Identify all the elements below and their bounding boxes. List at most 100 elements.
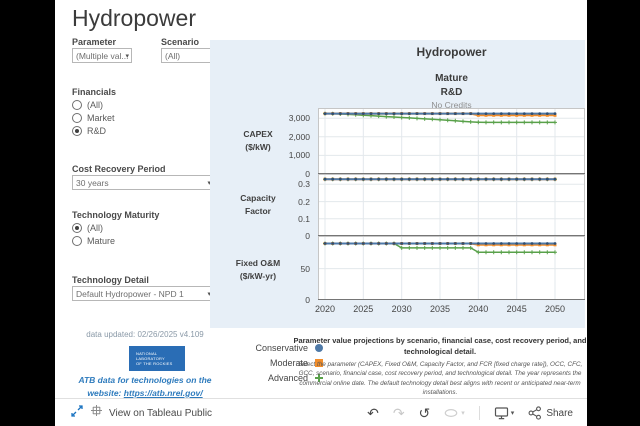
radio-option[interactable]: (All)	[72, 98, 115, 111]
chart-subtitle-credits: No Credits	[431, 100, 472, 110]
footer-toolbar: ↶ ↷ ↺ ▾ ▾ Share	[353, 406, 573, 420]
reset-button[interactable]: ↺	[418, 404, 431, 421]
download-button[interactable]: ▾	[494, 406, 515, 420]
row-label-capacity-factor: Capacity Factor	[240, 193, 276, 216]
radio-option-label: Mature	[87, 235, 116, 246]
atb-note: ATB data for technologies on the website…	[60, 374, 230, 400]
legend-item[interactable]: Moderate	[227, 355, 323, 370]
y-tick-label: 3,000	[288, 113, 310, 124]
financials-radio-group: (All) Market R&D	[72, 98, 115, 137]
y-tick-label: 0.3	[298, 179, 310, 190]
fixed-om-plot[interactable]	[318, 236, 585, 300]
radio-icon[interactable]	[72, 112, 82, 123]
atb-link[interactable]: https://atb.nrel.gov/	[123, 387, 203, 398]
tech-detail-dropdown[interactable]: Default Hydropower - NPD 1 ▾	[72, 286, 214, 301]
cost-recovery-dropdown[interactable]: 30 years ▾	[72, 175, 214, 190]
capex-y-axis: 0 1,000 2,000 3,000	[270, 108, 314, 179]
description-heading: Parameter value projections by scenario,…	[293, 336, 587, 356]
legend-label: Moderate	[269, 357, 308, 368]
scenario-label: Scenario	[161, 37, 200, 47]
chart-panel: Hydropower Mature R&D No Credits CAPEX ($…	[210, 40, 585, 328]
atb-note-line1: ATB data for technologies on the	[78, 375, 212, 385]
footer-left: View on Tableau Public	[71, 404, 212, 422]
undo-button[interactable]: ↶	[367, 404, 379, 421]
chevron-down-icon: ▾	[510, 409, 515, 417]
y-tick-label: 0.2	[298, 196, 310, 207]
redo-button[interactable]: ↷	[392, 404, 405, 421]
data-updated-text: data updated: 02/26/2025 v4.109	[86, 330, 204, 339]
radio-option[interactable]: (All)	[72, 221, 115, 234]
radio-icon[interactable]	[72, 222, 82, 233]
radio-option-label: (All)	[87, 99, 103, 110]
capacity-factor-plot[interactable]	[318, 174, 585, 236]
maturity-label: Technology Maturity	[72, 210, 160, 220]
parameter-value: (Multiple val...	[76, 51, 129, 61]
legend-item[interactable]: Advanced	[227, 370, 323, 385]
x-tick-label: 2050	[544, 304, 566, 314]
logo-line: LABORATORY	[136, 356, 165, 361]
logo-line: OF THE ROCKIES	[136, 361, 173, 366]
chevron-down-icon: ▾	[207, 287, 211, 300]
x-tick-label: 2030	[391, 304, 412, 314]
x-tick-label: 2025	[353, 304, 374, 314]
capex-plot[interactable]	[318, 108, 585, 174]
x-axis-years: 2020 2025 2030 2035 2040 2045 2050	[314, 300, 585, 320]
tableau-footer: View on Tableau Public ↶ ↷ ↺ ▾ ▾ Share	[55, 398, 587, 426]
description-block: Parameter value projections by scenario,…	[293, 336, 587, 398]
toolbar-divider	[478, 406, 480, 420]
radio-option-label: (All)	[87, 222, 103, 233]
tableau-logo-icon[interactable]	[90, 404, 103, 422]
radio-icon[interactable]	[72, 99, 82, 110]
radio-option[interactable]: Mature	[72, 234, 115, 247]
y-tick-label: 0.1	[298, 213, 310, 224]
scenario-value: (All)	[165, 51, 181, 61]
financials-label: Financials	[72, 87, 117, 97]
share-button[interactable]: Share	[528, 406, 573, 420]
share-label: Share	[546, 407, 573, 419]
dashboard: Hydropower Parameter (Multiple val... ▾ …	[55, 0, 587, 426]
description-body: Select the parameter (CAPEX, Fixed O&M, …	[297, 360, 583, 397]
view-on-tableau-link[interactable]: View on Tableau Public	[109, 407, 213, 419]
radio-option-label: R&D	[87, 125, 107, 136]
chevron-down-icon: ▾	[125, 53, 129, 60]
maturity-radio-group: (All) Mature	[72, 221, 115, 247]
radio-icon[interactable]	[72, 235, 82, 246]
y-tick-label: 2,000	[288, 131, 310, 142]
pause-updates-button[interactable]: ▾	[444, 407, 465, 420]
radio-option-label: Market	[87, 112, 115, 123]
radio-option[interactable]: R&D	[72, 124, 115, 137]
atb-note-line2: website:	[87, 387, 124, 398]
cost-recovery-label: Cost Recovery Period	[72, 164, 166, 174]
chart-subtitle-maturity: Mature	[435, 73, 468, 84]
plus-marker-icon	[315, 373, 323, 382]
legend: Conservative Moderate Advanced	[227, 340, 323, 385]
parameter-dropdown[interactable]: (Multiple val... ▾	[72, 48, 132, 63]
logo-line: NATIONAL	[136, 351, 158, 356]
x-tick-label: 2040	[468, 304, 489, 314]
y-tick-label: 0	[305, 231, 310, 241]
y-tick-label: 50	[300, 263, 310, 274]
x-tick-label: 2035	[429, 304, 451, 314]
parameter-label: Parameter	[72, 37, 117, 47]
page-title: Hydropower	[72, 5, 196, 31]
legend-item[interactable]: Conservative	[227, 340, 323, 355]
chart-subtitle-case: R&D	[440, 87, 463, 98]
row-label-capex: CAPEX ($/kW)	[243, 129, 273, 152]
row-label-fixed-om: Fixed O&M ($/kW-yr)	[235, 258, 281, 281]
fullscreen-icon[interactable]	[71, 404, 83, 422]
radio-icon[interactable]	[72, 125, 82, 136]
chevron-down-icon: ▾	[461, 409, 465, 417]
radio-option[interactable]: Market	[72, 111, 115, 124]
chevron-down-icon: ▾	[207, 176, 211, 189]
y-tick-label: 0	[305, 169, 310, 179]
circle-marker-icon	[315, 343, 323, 352]
x-tick-label: 2020	[314, 304, 336, 314]
capacity-factor-y-axis: 0 0.1 0.2 0.3	[270, 174, 314, 241]
y-tick-label: 0	[305, 295, 310, 305]
chart-title: Hydropower	[416, 45, 487, 59]
legend-label: Conservative	[255, 342, 308, 353]
y-tick-label: 1,000	[288, 150, 310, 161]
square-marker-icon	[315, 358, 323, 367]
nrel-logo: NATIONAL LABORATORY OF THE ROCKIES	[129, 346, 185, 371]
